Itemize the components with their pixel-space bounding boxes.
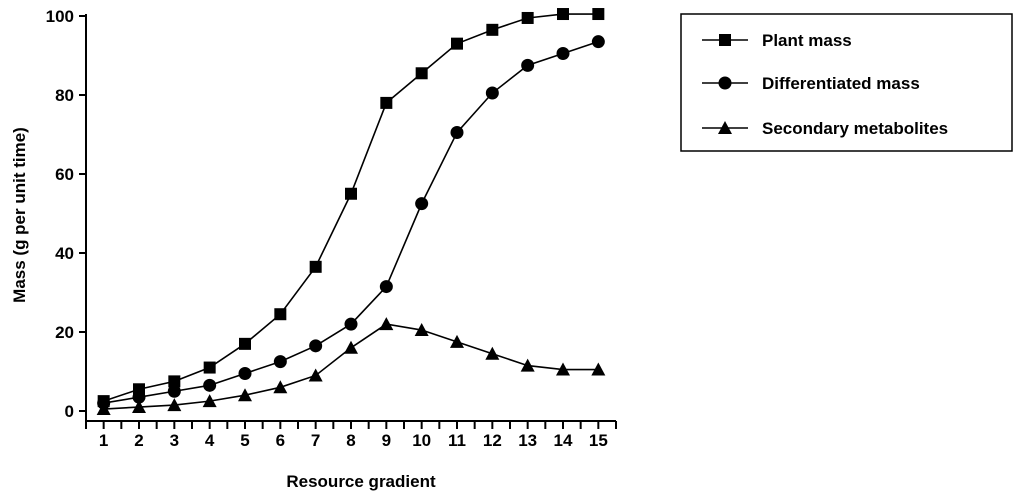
x-tick-label: 3 bbox=[170, 431, 179, 450]
data-point-triangle bbox=[308, 368, 323, 382]
x-tick-label: 6 bbox=[276, 431, 285, 450]
data-point-square bbox=[557, 8, 569, 21]
x-tick-label: 1 bbox=[99, 431, 108, 450]
data-point-circle bbox=[167, 384, 181, 398]
data-point-square bbox=[274, 308, 287, 321]
legend-label: Plant mass bbox=[762, 31, 852, 50]
legend-marker-circle bbox=[718, 76, 732, 90]
legend-item: Secondary metabolites bbox=[702, 119, 948, 138]
data-point-circle bbox=[485, 86, 499, 100]
y-tick-label: 40 bbox=[55, 244, 74, 263]
legend-marker-square bbox=[719, 34, 731, 46]
y-tick-label: 60 bbox=[55, 165, 74, 184]
x-tick-label: 4 bbox=[205, 431, 215, 450]
x-tick-label: 12 bbox=[483, 431, 502, 450]
x-tick-label: 2 bbox=[134, 431, 143, 450]
x-tick-label: 10 bbox=[412, 431, 431, 450]
data-point-triangle bbox=[202, 394, 217, 408]
data-point-square bbox=[345, 187, 357, 200]
data-point-circle bbox=[273, 355, 287, 369]
data-point-square bbox=[521, 11, 534, 24]
data-point-square bbox=[380, 96, 393, 109]
data-point-triangle bbox=[238, 388, 252, 402]
x-tick-label: 11 bbox=[448, 431, 466, 450]
y-tick-label: 0 bbox=[65, 402, 74, 421]
series-circle bbox=[97, 35, 605, 410]
data-point-square bbox=[239, 337, 251, 350]
data-point-square bbox=[168, 375, 181, 388]
data-point-triangle bbox=[450, 334, 464, 348]
y-tick-label: 80 bbox=[55, 86, 74, 105]
data-point-square bbox=[415, 67, 428, 80]
data-point-circle bbox=[521, 58, 535, 72]
data-point-triangle bbox=[379, 317, 394, 331]
x-tick-label: 8 bbox=[346, 431, 355, 450]
data-point-triangle bbox=[132, 400, 146, 414]
data-point-circle bbox=[450, 126, 464, 140]
data-point-triangle bbox=[556, 362, 570, 376]
data-point-circle bbox=[415, 197, 429, 211]
legend-label: Secondary metabolites bbox=[762, 119, 948, 138]
data-point-triangle bbox=[167, 398, 182, 412]
legend-item: Plant mass bbox=[702, 31, 852, 50]
x-tick-label: 9 bbox=[382, 431, 391, 450]
y-axis-title: Mass (g per unit time) bbox=[10, 127, 29, 303]
legend-label: Differentiated mass bbox=[762, 74, 920, 93]
x-tick-label: 7 bbox=[311, 431, 320, 450]
y-tick-label: 100 bbox=[46, 7, 74, 26]
data-point-circle bbox=[132, 390, 146, 404]
data-point-triangle bbox=[344, 340, 358, 354]
data-point-circle bbox=[203, 378, 217, 392]
data-point-triangle bbox=[591, 362, 606, 376]
data-point-circle bbox=[238, 366, 252, 380]
x-tick-label: 5 bbox=[240, 431, 249, 450]
data-point-square bbox=[486, 23, 499, 36]
data-point-circle bbox=[591, 35, 605, 49]
x-tick-label: 13 bbox=[518, 431, 537, 450]
x-axis-title: Resource gradient bbox=[286, 472, 436, 491]
data-point-square bbox=[203, 361, 216, 374]
data-point-square bbox=[309, 260, 322, 273]
data-point-triangle bbox=[96, 402, 111, 416]
data-point-circle bbox=[344, 317, 358, 331]
data-point-square bbox=[592, 8, 605, 21]
data-point-triangle bbox=[485, 346, 500, 360]
data-point-circle bbox=[309, 339, 323, 353]
series-layer bbox=[96, 8, 606, 416]
y-tick-label: 20 bbox=[55, 323, 74, 342]
data-point-triangle bbox=[273, 380, 288, 394]
x-tick-label: 15 bbox=[589, 431, 608, 450]
data-point-triangle bbox=[414, 323, 429, 337]
legend-item: Differentiated mass bbox=[702, 74, 920, 93]
legend: Plant mass Differentiated mass Secondary m… bbox=[680, 13, 1013, 152]
data-point-circle bbox=[556, 47, 570, 61]
data-point-circle bbox=[379, 280, 393, 294]
x-tick-label: 14 bbox=[554, 431, 573, 450]
series-triangle bbox=[96, 317, 606, 416]
legend-marker-triangle bbox=[718, 121, 732, 134]
data-point-triangle bbox=[520, 358, 535, 372]
data-point-square bbox=[451, 37, 463, 50]
